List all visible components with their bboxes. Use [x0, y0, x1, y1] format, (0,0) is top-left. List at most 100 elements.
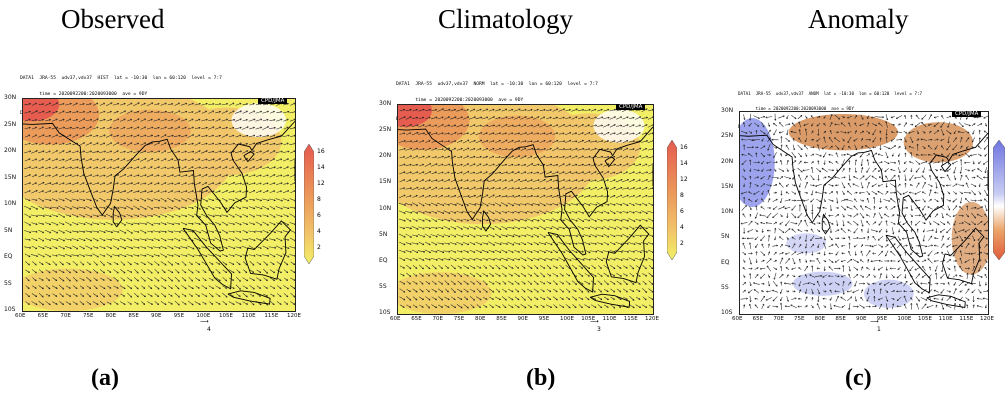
- ref-arrow-a: ⟶: [200, 318, 209, 325]
- lon-tick-label: 110E: [602, 316, 617, 322]
- lat-tick-label: 10S: [4, 306, 16, 313]
- lon-tick-label: 100E: [196, 313, 211, 319]
- lat-tick-label: 15N: [721, 182, 734, 190]
- colorbar-label: 4: [680, 224, 684, 231]
- title-anomaly: Anomaly: [808, 4, 909, 34]
- lat-tick-label: EQ: [721, 258, 730, 266]
- lon-tick-label: 105E: [581, 316, 596, 322]
- lon-tick-label: 85E: [496, 316, 507, 322]
- lat-tick-label: 10S: [379, 309, 391, 316]
- lat-tick-label: 5S: [721, 283, 729, 291]
- colorbar-label: 2: [317, 244, 321, 251]
- lat-tick-label: 5N: [4, 226, 13, 234]
- lat-tick-label: 20N: [379, 152, 392, 160]
- lon-tick-label: 65E: [37, 313, 49, 319]
- lon-tick-label: 70E: [773, 316, 784, 322]
- colorbar-label: 6: [317, 212, 321, 219]
- lon-tick-label: 75E: [794, 316, 805, 322]
- colorbar-label: 12: [680, 176, 688, 183]
- lat-tick-label: 15N: [4, 173, 17, 181]
- lon-tick-label: 95E: [538, 316, 550, 322]
- map-anomaly: [739, 111, 989, 315]
- lon-tick-label: 115E: [959, 316, 974, 322]
- lon-tick-label: 70E: [432, 316, 443, 322]
- colorbar-label: 6: [680, 208, 684, 215]
- lat-tick-label: 10N: [379, 204, 392, 212]
- ref-arrow-b: ⟶: [590, 318, 599, 325]
- panel-a-header-line1: DATA1 JRA-55 udv37,vdv37 HIST lat = -10:…: [20, 75, 222, 81]
- lon-tick-label: 120E: [287, 313, 301, 319]
- colorbar-a: [304, 144, 314, 264]
- lat-tick-label: 25N: [721, 132, 734, 140]
- lat-tick-label: 5S: [4, 279, 12, 287]
- badge-b: CPD/JMA: [616, 104, 646, 110]
- lon-tick-label: 85E: [835, 316, 846, 322]
- colorbar-c: [993, 140, 1005, 260]
- lon-tick-label: 80E: [814, 316, 826, 322]
- lat-tick-label: 10N: [721, 208, 734, 215]
- label-a: (a): [91, 365, 119, 391]
- colorbar-label: 2: [680, 240, 684, 247]
- lat-tick-label: 20N: [4, 147, 17, 154]
- lon-tick-label: 80E: [475, 316, 486, 322]
- colorbar-label: 8: [317, 196, 321, 203]
- panel-b-header-line2: time = 2020092200:2020093000 ave = 9DY: [396, 98, 524, 104]
- lat-tick-label: 10N: [4, 200, 17, 207]
- badge-c: CPD/JMA: [952, 111, 982, 117]
- colorbar-label: 12: [317, 180, 325, 187]
- panel-c-header-line2: time = 2020092200:2020093000 ave = 9DY: [738, 106, 854, 111]
- lon-tick-label: 105E: [918, 316, 932, 322]
- lon-tick-label: 90E: [856, 316, 867, 322]
- lat-tick-label: 5N: [379, 230, 388, 238]
- lat-tick-label: 25N: [379, 126, 392, 134]
- lon-tick-label: 95E: [173, 313, 185, 319]
- lon-tick-label: 115E: [264, 313, 279, 319]
- label-c: (c): [845, 365, 872, 391]
- title-observed: Observed: [61, 4, 165, 34]
- ref-value-b: 3: [597, 326, 601, 333]
- lat-tick-label: 30N: [379, 100, 392, 107]
- lon-tick-label: 65E: [752, 316, 764, 322]
- badge-a: CPD/JMA: [258, 98, 288, 104]
- lon-tick-label: 120E: [645, 316, 659, 322]
- title-climatology: Climatology: [438, 4, 573, 34]
- ref-value-a: 4: [207, 326, 211, 333]
- lat-tick-label: 30N: [721, 107, 734, 114]
- ref-arrow-c: ⟶: [870, 318, 879, 325]
- colorbar-label: 16: [680, 144, 688, 151]
- lon-tick-label: 60E: [15, 313, 26, 319]
- lon-tick-label: 65E: [411, 316, 422, 322]
- colorbar-b: [667, 140, 677, 260]
- lat-tick-label: 10S: [721, 309, 733, 316]
- colorbar-label: 8: [680, 192, 684, 199]
- lon-tick-label: 60E: [732, 316, 743, 322]
- lat-tick-label: 5N: [721, 233, 730, 241]
- lon-tick-label: 70E: [60, 313, 71, 319]
- lon-tick-label: 100E: [560, 316, 574, 322]
- panel-c-header-line1: DATA1 JRA-55 udv37,vdv37 ANOM lat = -10:…: [738, 91, 923, 96]
- colorbar-label: 14: [317, 164, 325, 171]
- lon-tick-label: 110E: [938, 316, 953, 322]
- panel-a-header-line2: time = 2020092200:2020093000 ave = 9DY: [20, 92, 148, 98]
- lon-tick-label: 95E: [876, 316, 888, 322]
- lon-tick-label: 75E: [83, 313, 94, 319]
- lon-tick-label: 85E: [128, 313, 139, 319]
- lon-tick-label: 110E: [241, 313, 256, 319]
- colorbar-label: 4: [317, 228, 321, 235]
- lon-tick-label: 100E: [897, 316, 912, 322]
- lat-tick-label: 5S: [379, 282, 387, 290]
- lon-tick-label: 105E: [219, 313, 233, 319]
- panel-b-header-line1: DATA1 JRA-55 udv37,vdv37 NORM lat = -10:…: [396, 81, 598, 87]
- lat-tick-label: 20N: [721, 157, 734, 165]
- lat-tick-label: 30N: [4, 94, 17, 101]
- map-observed: [22, 98, 296, 312]
- lon-tick-label: 120E: [980, 316, 994, 322]
- lat-tick-label: 25N: [4, 120, 17, 128]
- lon-tick-label: 75E: [453, 316, 465, 322]
- lon-tick-label: 60E: [390, 316, 401, 322]
- map-climatology: [397, 104, 654, 315]
- lon-tick-label: 90E: [517, 316, 528, 322]
- lon-tick-label: 115E: [623, 316, 638, 322]
- ref-value-c: 1: [877, 326, 881, 333]
- lon-tick-label: 90E: [151, 313, 162, 319]
